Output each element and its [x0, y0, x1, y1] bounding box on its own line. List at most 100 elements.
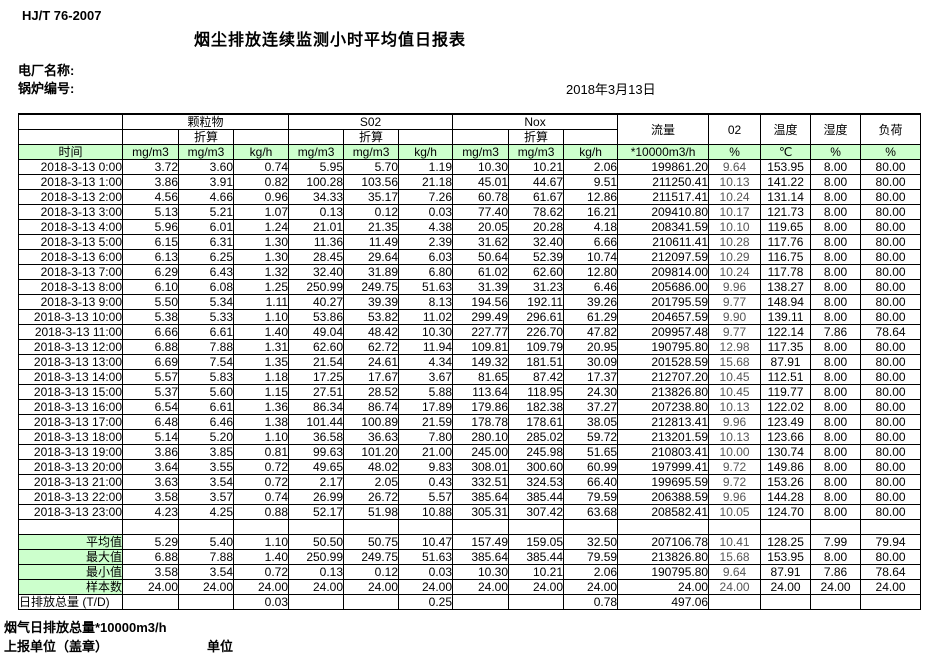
value-cell: 8.00 [810, 354, 862, 370]
value-cell [343, 594, 400, 610]
o2-unit: % [708, 144, 762, 160]
value-cell: 7.88 [178, 339, 234, 355]
value-cell: 213201.59 [617, 429, 710, 445]
value-cell: 24.00 [810, 579, 862, 595]
value-cell: 2.06 [563, 564, 619, 580]
value-cell: 17.67 [343, 369, 400, 385]
value-cell: 24.00 [288, 579, 345, 595]
value-cell: 208341.59 [617, 219, 710, 235]
value-cell: 53.86 [288, 309, 345, 325]
value-cell: 80.00 [860, 384, 922, 400]
value-cell: 204657.59 [617, 309, 710, 325]
boiler-number-label: 锅炉编号: [18, 81, 75, 96]
value-cell: 21.35 [343, 219, 400, 235]
value-cell: 307.42 [508, 504, 565, 520]
value-cell: 38.05 [563, 414, 619, 430]
value-cell: 81.65 [452, 369, 510, 385]
value-cell: 6.01 [178, 219, 234, 235]
value-cell: 1.10 [232, 309, 290, 325]
value-cell: 5.88 [398, 384, 454, 400]
value-cell: 324.53 [508, 474, 565, 490]
value-cell: 227.77 [452, 324, 510, 340]
value-cell: 11.94 [398, 339, 454, 355]
value-cell: 5.95 [288, 159, 345, 175]
value-cell: 36.58 [288, 429, 345, 445]
value-cell: 3.85 [178, 444, 234, 460]
value-cell: 1.11 [232, 294, 290, 310]
value-cell: 80.00 [860, 474, 922, 490]
value-cell: 8.00 [810, 489, 862, 505]
value-cell: 100.89 [343, 414, 400, 430]
value-cell: 80.00 [860, 294, 922, 310]
row-label: 2018-3-13 1:00 [18, 174, 123, 190]
value-cell: 80.00 [860, 489, 922, 505]
value-cell: 3.86 [122, 174, 179, 190]
value-cell: 1.10 [232, 429, 290, 445]
value-cell: 0.81 [232, 444, 290, 460]
value-cell: 8.00 [810, 309, 862, 325]
value-cell: 2.06 [563, 159, 619, 175]
value-cell: 0.78 [563, 594, 619, 610]
table-row: 2018-3-13 9:00 5.50 5.34 1.11 40.27 39.39 8.13… [18, 294, 922, 310]
value-cell: 10.30 [452, 159, 510, 175]
value-cell: 249.75 [343, 549, 400, 565]
value-cell: 11.02 [398, 309, 454, 325]
value-cell: 7.86 [810, 324, 862, 340]
value-cell: 61.02 [452, 264, 510, 280]
value-cell: 7.88 [178, 549, 234, 565]
value-cell: 36.63 [343, 429, 400, 445]
value-cell: 80.00 [860, 279, 922, 295]
value-cell: 1.30 [232, 249, 290, 265]
value-cell: 153.26 [760, 474, 812, 490]
value-cell: 201528.59 [617, 354, 710, 370]
value-cell: 10.88 [398, 504, 454, 520]
value-cell: 24.00 [760, 579, 812, 595]
value-cell: 10.24 [708, 264, 762, 280]
value-cell: 12.98 [708, 339, 762, 355]
row-label: 2018-3-13 11:00 [18, 324, 123, 340]
value-cell: 6.29 [122, 264, 179, 280]
value-cell: 78.62 [508, 204, 565, 220]
value-cell: 8.00 [810, 219, 862, 235]
value-cell: 80.00 [860, 264, 922, 280]
value-cell: 0.12 [343, 564, 400, 580]
report-date: 2018年3月13日 [566, 82, 656, 97]
table-row: 2018-3-13 17:00 6.48 6.46 1.38 101.44 100.89 2… [18, 414, 922, 430]
value-cell: 4.23 [122, 504, 179, 520]
value-cell: 1.31 [232, 339, 290, 355]
value-cell [343, 519, 400, 535]
value-cell: 212707.20 [617, 369, 710, 385]
value-cell: 50.64 [452, 249, 510, 265]
flow-header: 流量 [617, 113, 710, 145]
row-label: 2018-3-13 8:00 [18, 279, 123, 295]
row-label: 2018-3-13 6:00 [18, 249, 123, 265]
value-cell: 10.05 [708, 504, 762, 520]
value-cell: 3.63 [122, 474, 179, 490]
value-cell: 24.00 [343, 579, 400, 595]
value-cell: 6.46 [178, 414, 234, 430]
table-row: 2018-3-13 5:00 6.15 6.31 1.30 11.36 11.49 2.39… [18, 234, 922, 250]
value-cell [760, 519, 812, 535]
value-cell: 250.99 [288, 549, 345, 565]
value-cell: 8.00 [810, 429, 862, 445]
value-cell: 26.72 [343, 489, 400, 505]
value-cell: 213826.80 [617, 549, 710, 565]
table-row: 2018-3-13 8:00 6.10 6.08 1.25 250.99 249.75 51… [18, 279, 922, 295]
value-cell: 199695.59 [617, 474, 710, 490]
value-cell: 24.00 [178, 579, 234, 595]
value-cell: 78.64 [860, 564, 922, 580]
value-cell: 138.27 [760, 279, 812, 295]
row-label: 2018-3-13 12:00 [18, 339, 123, 355]
summary-row: 最大值 6.88 7.88 1.40 250.99 249.75 51.63 385.64 38… [18, 549, 922, 565]
value-cell: 9.96 [708, 414, 762, 430]
value-cell: 87.42 [508, 369, 565, 385]
value-cell: 16.21 [563, 204, 619, 220]
value-cell: 0.12 [343, 204, 400, 220]
value-cell: 192.11 [508, 294, 565, 310]
value-cell: 31.62 [452, 234, 510, 250]
value-cell: 4.66 [178, 189, 234, 205]
value-cell: 26.99 [288, 489, 345, 505]
table-row: 2018-3-13 14:00 5.57 5.83 1.18 17.25 17.67 3.6… [18, 369, 922, 385]
value-cell: 123.49 [760, 414, 812, 430]
value-cell: 212097.59 [617, 249, 710, 265]
